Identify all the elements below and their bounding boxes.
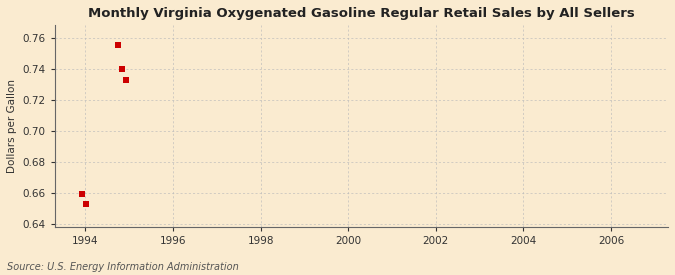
Text: Source: U.S. Energy Information Administration: Source: U.S. Energy Information Administ… (7, 262, 238, 272)
Point (81, 202, 92, 206)
Point (116, 67, 127, 71)
Point (120, 77, 131, 82)
Point (113, 43, 124, 48)
Y-axis label: Dollars per Gallon: Dollars per Gallon (7, 79, 17, 173)
Title: Monthly Virginia Oxygenated Gasoline Regular Retail Sales by All Sellers: Monthly Virginia Oxygenated Gasoline Reg… (88, 7, 634, 20)
Point (76, 192, 87, 197)
